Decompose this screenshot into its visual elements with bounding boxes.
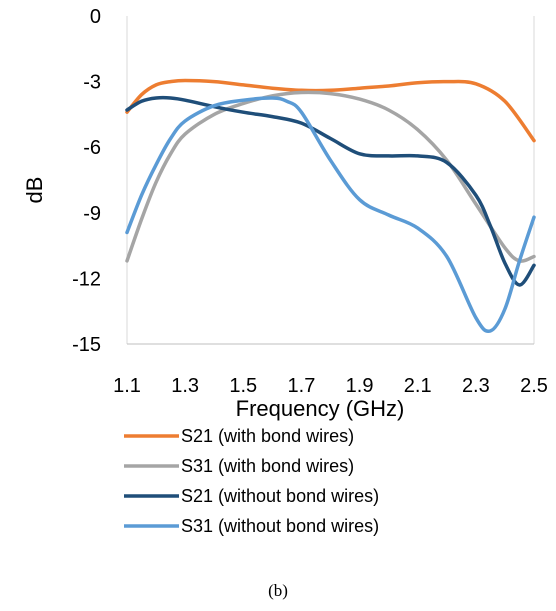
- y-tick-label: -12: [72, 268, 101, 290]
- y-tick-labels: 0 -3 -6 -9 -12 -15: [72, 6, 101, 356]
- y-tick-label: -9: [83, 203, 101, 225]
- legend-entry-label: S21 (without bond wires): [181, 486, 379, 506]
- series-line-2: [125, 90, 536, 263]
- figure-caption: (b): [268, 581, 288, 600]
- legend: S21 (with bond wires) S31 (with bond wire…: [124, 426, 379, 536]
- x-tick-labels: 1.1 1.3 1.5 1.7 1.9 2.1 2.3 2.5: [113, 375, 548, 397]
- y-axis-title: dB: [22, 177, 47, 204]
- x-tick-label: 1.3: [171, 375, 199, 397]
- x-tick-label: 1.7: [288, 375, 316, 397]
- x-tick-label: 1.5: [229, 375, 257, 397]
- series-line-1: [125, 78, 536, 143]
- x-tick-label: 2.1: [404, 375, 432, 397]
- y-tick-label: 0: [90, 6, 101, 28]
- x-tick-label: 1.9: [346, 375, 374, 397]
- series-lines: [125, 78, 536, 333]
- legend-entry-label: S31 (without bond wires): [181, 516, 379, 536]
- y-tick-label: -3: [83, 72, 101, 94]
- series-line-4: [125, 96, 536, 333]
- x-tick-label: 1.1: [113, 375, 141, 397]
- x-tick-label: 2.5: [520, 375, 548, 397]
- series-line-3: [125, 95, 536, 287]
- legend-entry-label: S31 (with bond wires): [181, 456, 354, 476]
- x-tick-label: 2.3: [462, 375, 490, 397]
- y-tick-label: -15: [72, 334, 101, 356]
- y-tick-label: -6: [83, 137, 101, 159]
- x-axis-title: Frequency (GHz): [236, 396, 405, 421]
- legend-entry-label: S21 (with bond wires): [181, 426, 354, 446]
- gridlines: [126, 16, 535, 344]
